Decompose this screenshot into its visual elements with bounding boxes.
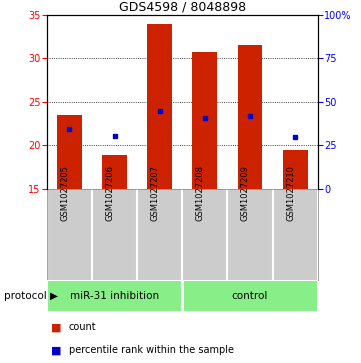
Text: miR-31 inhibition: miR-31 inhibition	[70, 291, 159, 301]
Bar	[57, 115, 82, 189]
Text: GSM1027208: GSM1027208	[196, 165, 205, 221]
Bar	[147, 24, 172, 189]
Bar	[102, 155, 127, 189]
Bar	[283, 150, 308, 189]
Bar	[192, 52, 217, 189]
Text: GSM1027205: GSM1027205	[61, 166, 70, 221]
Text: GSM1027207: GSM1027207	[151, 165, 160, 221]
Text: count: count	[69, 322, 96, 333]
Text: control: control	[232, 291, 268, 301]
Text: protocol ▶: protocol ▶	[4, 291, 58, 301]
Text: percentile rank within the sample: percentile rank within the sample	[69, 345, 234, 355]
Bar	[47, 280, 182, 312]
Text: ■: ■	[51, 322, 61, 333]
Bar	[238, 45, 262, 189]
Text: GSM1027210: GSM1027210	[286, 166, 295, 221]
Text: GSM1027206: GSM1027206	[106, 165, 115, 221]
Text: ■: ■	[51, 345, 61, 355]
Text: GSM1027209: GSM1027209	[241, 166, 250, 221]
Title: GDS4598 / 8048898: GDS4598 / 8048898	[119, 0, 246, 13]
Bar	[182, 280, 318, 312]
